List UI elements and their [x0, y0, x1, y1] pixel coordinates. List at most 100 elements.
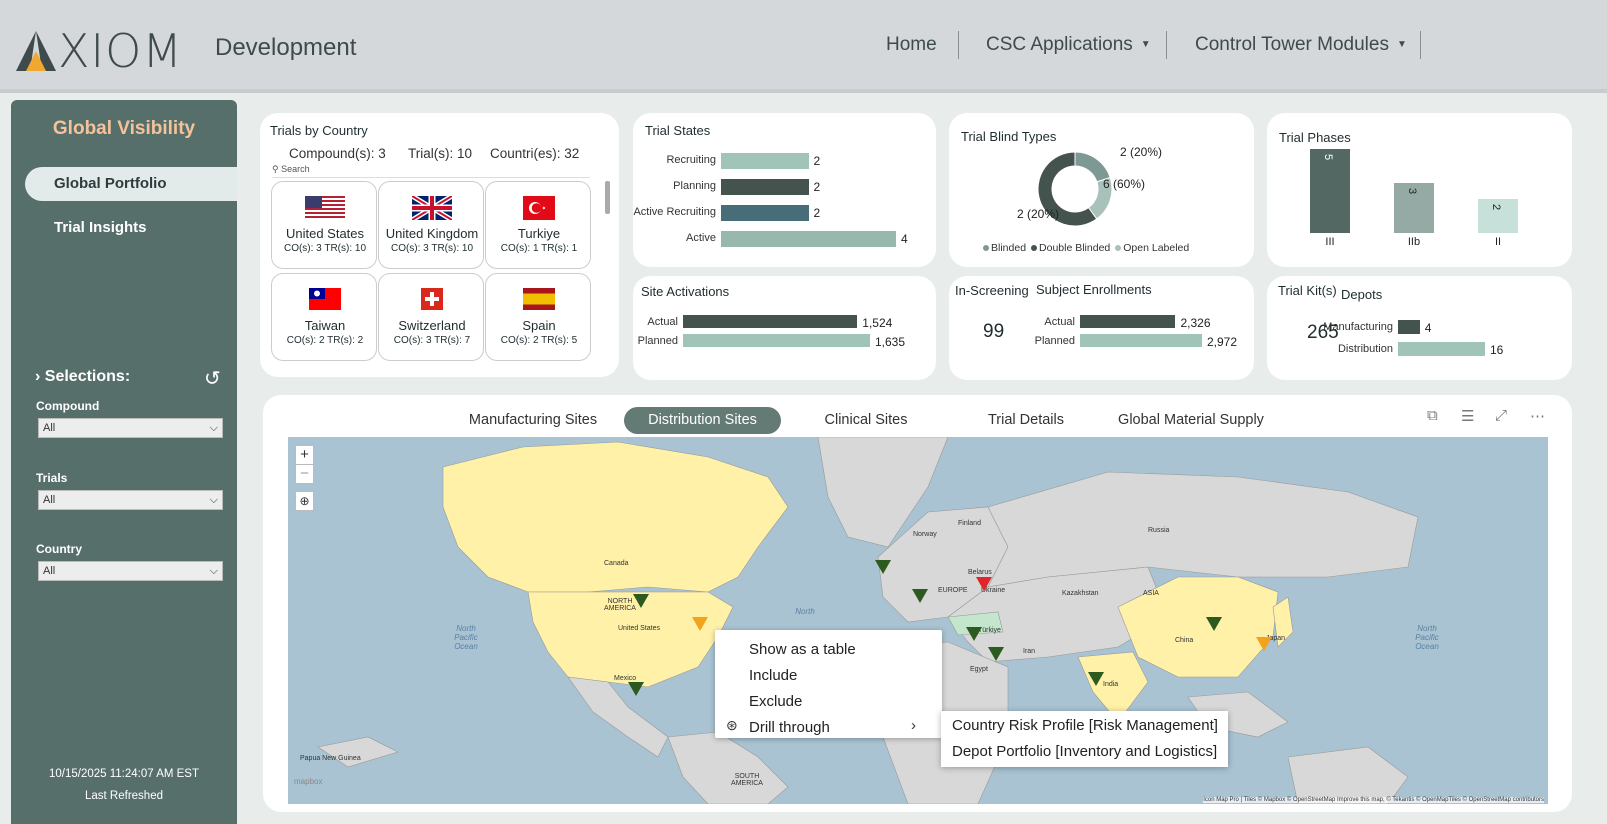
filter-label-compound: Compound: [36, 399, 100, 413]
map-label-norway: Norway: [913, 531, 937, 538]
map-label-north-america: NORTH AMERICA: [604, 598, 636, 612]
compound-select[interactable]: All ⌵: [38, 418, 223, 438]
pie-value-label: 6 (60%): [1103, 177, 1145, 191]
legend-entry: Open Labeled: [1115, 242, 1189, 254]
country-card-united-states[interactable]: United States CO(s): 3 TR(s): 10: [271, 181, 377, 269]
zoom-in-button[interactable]: +: [295, 445, 314, 465]
subject-enrollments-title: Subject Enrollments: [1036, 282, 1152, 297]
map-label-russia: Russia: [1148, 527, 1170, 534]
bar: [683, 334, 870, 347]
bar-label: Planned: [637, 335, 678, 347]
distribution-site-pin[interactable]: [1088, 672, 1104, 686]
menu-item-show-as-table[interactable]: Show as a table: [749, 641, 856, 658]
country-name: Taiwan: [304, 318, 346, 333]
tab-manufacturing-sites[interactable]: Manufacturing Sites: [468, 412, 598, 428]
map-label-iran: Iran: [1023, 648, 1036, 655]
nav-control-tower-modules[interactable]: Control Tower Modules ▼: [1195, 34, 1407, 56]
card-title: Site Activations: [641, 284, 730, 299]
copy-icon[interactable]: ⧉: [1427, 407, 1438, 424]
country-stats: CO(s): 3 TR(s): 7: [393, 335, 471, 346]
bar-value-label: 2,326: [1180, 316, 1211, 330]
country-stats: CO(s): 3 TR(s): 10: [283, 243, 367, 254]
nav-divider: [1166, 31, 1167, 59]
zoom-search-icon[interactable]: ⊕: [295, 491, 314, 511]
uk-flag-icon: [412, 196, 452, 220]
drill-through-submenu: Country Risk Profile [Risk Management] D…: [941, 711, 1228, 767]
ocean-label: North Pacific Ocean: [454, 624, 478, 651]
nav-csc-applications[interactable]: CSC Applications ▼: [986, 34, 1151, 56]
bar: [1080, 315, 1176, 328]
ocean-label: North Pacific Ocean: [1415, 624, 1439, 651]
map-label-china: China: [1175, 637, 1194, 644]
filter-icon[interactable]: ☰: [1461, 408, 1475, 425]
bar-label: Distribution: [1337, 343, 1393, 355]
submenu-item-depot-portfolio[interactable]: Depot Portfolio [Inventory and Logistics…: [952, 743, 1218, 760]
country-name: United Kingdom: [385, 226, 479, 241]
blind-types-donut-chart: 2 (20%) 6 (60%) 2 (20%): [1017, 145, 1162, 227]
distribution-site-pin[interactable]: [633, 594, 649, 608]
country-card-taiwan[interactable]: Taiwan CO(s): 2 TR(s): 2: [271, 273, 377, 361]
bar-label: Planned: [1034, 335, 1075, 347]
map-label-mexico: Mexico: [614, 675, 637, 682]
country-card-spain[interactable]: Spain CO(s): 2 TR(s): 5: [485, 273, 591, 361]
zoom-out-button[interactable]: −: [295, 464, 314, 484]
axiom-logo[interactable]: XIOM: [14, 24, 183, 78]
map-attribution: Icon Map Pro | Tiles © Mapbox © OpenStre…: [1203, 797, 1544, 803]
chevron-down-icon: ⌵: [209, 422, 218, 434]
country-card-turkiye[interactable]: Turkiye CO(s): 1 TR(s): 1: [485, 181, 591, 269]
country-card-switzerland[interactable]: Switzerland CO(s): 3 TR(s): 7: [378, 273, 484, 361]
map-label-belarus: Belarus: [968, 569, 992, 576]
menu-item-drill-through[interactable]: Drill through: [749, 719, 830, 736]
menu-item-include[interactable]: Include: [749, 667, 798, 684]
last-refreshed-time: 10/15/2025 11:24:07 AM EST: [48, 768, 200, 780]
trial-blind-types-card: Trial Blind Types 2 (20%) 6 (60%) 2 (20%) …: [949, 113, 1254, 267]
distribution-site-pin[interactable]: [875, 560, 891, 574]
country-select[interactable]: All ⌵: [38, 561, 223, 581]
distribution-site-pin[interactable]: [1206, 617, 1222, 631]
card-title: Trials by Country: [270, 123, 368, 138]
reset-selections-icon[interactable]: ↺: [204, 368, 221, 390]
sidebar-item-global-portfolio[interactable]: Global Portfolio: [25, 167, 237, 201]
distribution-site-pin[interactable]: [966, 627, 982, 641]
sidebar-item-trial-insights[interactable]: Trial Insights: [54, 219, 147, 236]
menu-item-exclude[interactable]: Exclude: [749, 693, 803, 710]
distribution-site-pin[interactable]: [1256, 637, 1272, 651]
nav-divider: [958, 31, 959, 59]
distribution-site-pin[interactable]: [692, 617, 708, 631]
chevron-down-icon: ⌵: [209, 565, 218, 577]
tab-trial-details[interactable]: Trial Details: [987, 412, 1064, 428]
tab-global-material-supply[interactable]: Global Material Supply: [1118, 412, 1264, 428]
trial-kits-title: Trial Kit(s): [1278, 283, 1337, 298]
distribution-site-pin[interactable]: [988, 647, 1004, 661]
world-map[interactable]: + − ⊕ Canada NORTH AMERICA United States…: [288, 437, 1548, 804]
bar-label: Active Recruiting: [633, 206, 716, 218]
distribution-site-pin[interactable]: [912, 589, 928, 603]
focus-mode-icon[interactable]: ⤢: [1495, 407, 1508, 424]
chevron-right-icon: ›: [35, 368, 41, 385]
country-card-united-kingdom[interactable]: United Kingdom CO(s): 3 TR(s): 10: [378, 181, 484, 269]
mapbox-logo: mapbox: [294, 777, 323, 786]
legend-swatch: [1115, 245, 1122, 252]
map-label-egypt: Egypt: [970, 666, 988, 673]
country-name: Spain: [522, 318, 556, 333]
bar-value-label: 2: [813, 180, 821, 194]
pie-value-label: 2 (20%): [1017, 207, 1059, 221]
map-label-asia: ASIA: [1143, 590, 1159, 597]
tab-clinical-sites[interactable]: Clinical Sites: [824, 412, 908, 428]
country-search-input[interactable]: ⚲ Search: [272, 164, 590, 178]
more-options-icon[interactable]: ⋯: [1530, 408, 1545, 425]
distribution-site-pin[interactable]: [976, 577, 992, 591]
tab-distribution-sites[interactable]: Distribution Sites: [624, 407, 781, 434]
submenu-item-country-risk-profile[interactable]: Country Risk Profile [Risk Management]: [952, 717, 1218, 734]
distribution-site-pin[interactable]: [628, 682, 644, 696]
bar-label: Recruiting: [666, 154, 716, 166]
legend-entry: Double Blinded: [1031, 242, 1110, 254]
country-list-scrollbar[interactable]: [605, 181, 610, 214]
selections-header[interactable]: › Selections:: [35, 368, 131, 385]
map-label-europe: EUROPE: [938, 587, 968, 594]
bar-value-label: 2,972: [1207, 335, 1238, 349]
bar-label: Actual: [1044, 316, 1075, 328]
nav-home[interactable]: Home: [886, 34, 937, 55]
trials-select[interactable]: All ⌵: [38, 490, 223, 510]
site-activations-card: Site Activations Actual 1,524 Planned 1,635: [633, 276, 936, 380]
